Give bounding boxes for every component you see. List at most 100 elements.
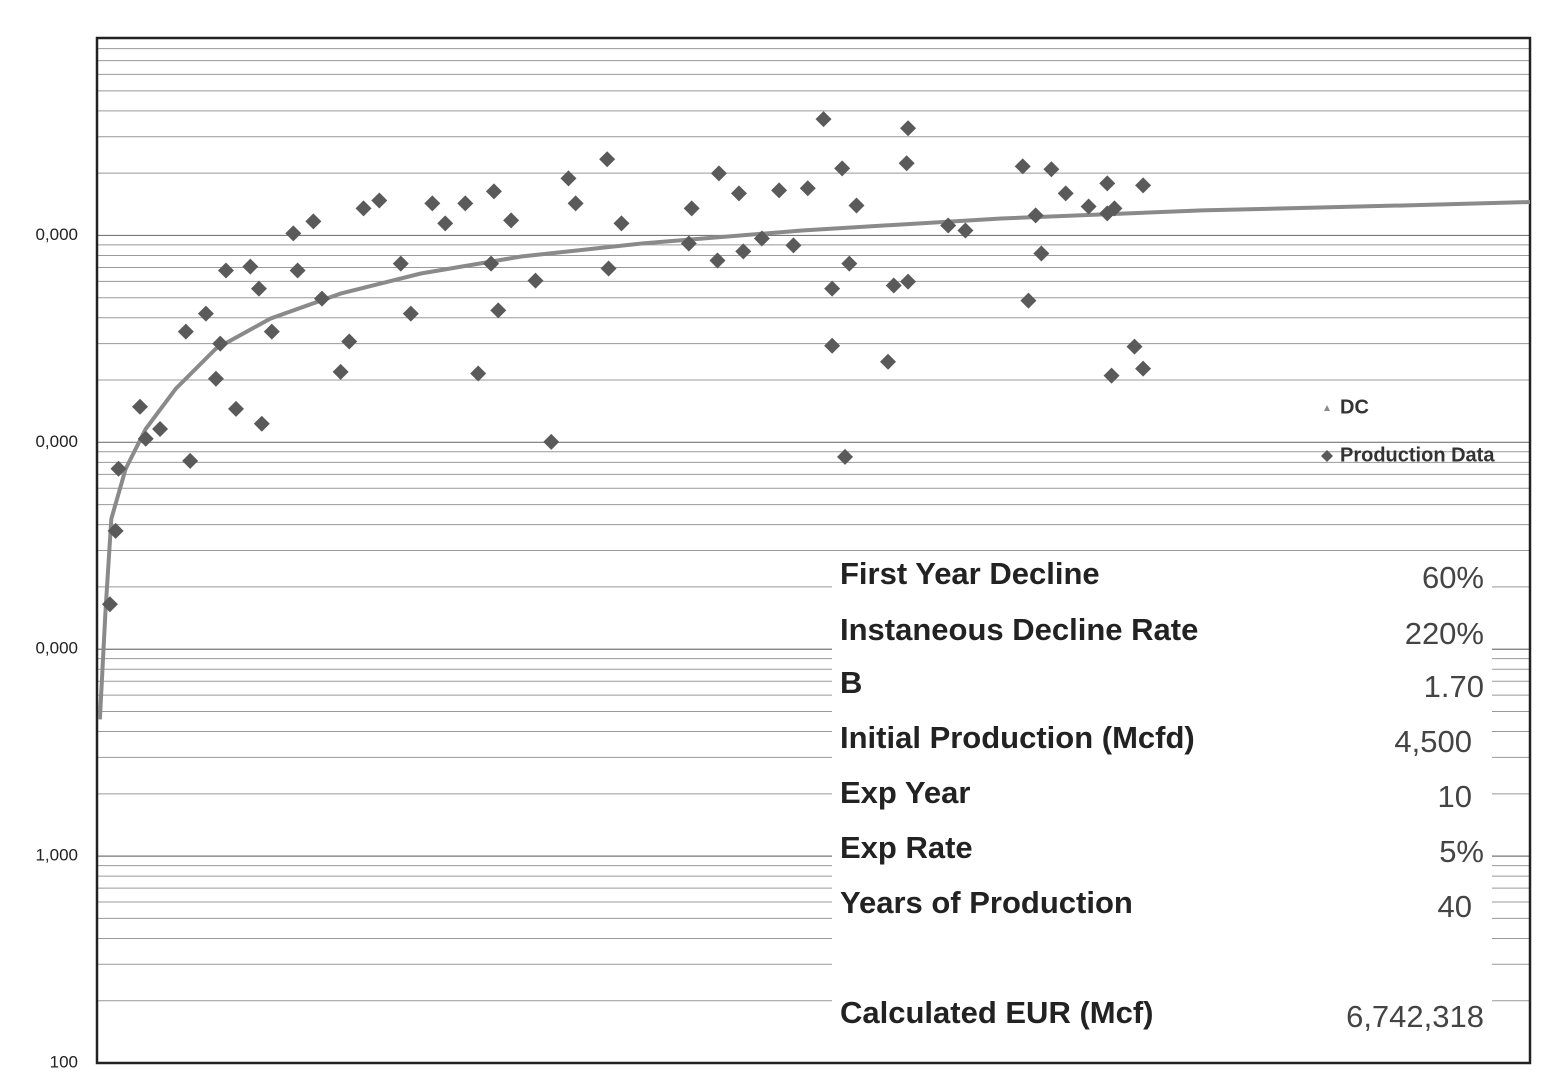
data-point [735,243,752,260]
data-point [880,353,897,370]
data-point [898,155,915,172]
data-point [253,415,270,432]
legend-swatch [1324,405,1330,411]
data-point [1135,360,1152,377]
data-point [197,305,214,322]
data-point [824,280,841,297]
data-point [753,230,770,247]
data-point [424,195,441,212]
table-value: 6,742,318 [1346,999,1484,1034]
data-point [470,365,487,382]
data-point [1135,177,1152,194]
overlay: DC Production Data First Year Decline 60% In… [832,396,1495,1045]
data-point [182,452,199,469]
data-point [212,335,229,352]
legend-label: DC [1340,396,1369,418]
table-value: 40 [1438,889,1472,924]
data-point [567,195,584,212]
table-value: 10 [1438,779,1472,814]
y-tick-label: 1,000 [35,846,78,865]
data-point [313,290,330,307]
data-point [1099,175,1116,192]
data-point [730,185,747,202]
data-point [263,323,280,340]
y-tick-label: 0,000 [35,432,78,451]
data-point [824,337,841,354]
data-point [371,192,388,209]
data-point [834,160,851,177]
data-point [137,430,154,447]
data-point [250,280,267,297]
data-point [1080,198,1097,215]
data-point [785,237,802,254]
data-point [680,235,697,252]
data-point [285,225,302,242]
data-point [152,420,169,437]
data-point [242,258,259,275]
data-point [837,448,854,465]
data-point [710,165,727,182]
table-value: 1.70 [1424,669,1484,704]
data-point [1014,158,1031,175]
table-value: 5% [1439,834,1484,869]
data-point [900,273,917,290]
data-point [457,195,474,212]
data-point [885,277,902,294]
data-point [332,363,349,380]
data-point [228,400,245,417]
y-tick-label: 100 [50,1052,78,1071]
data-point [1027,207,1044,224]
data-point [599,151,616,168]
data-point [709,252,726,269]
data-point [799,180,816,197]
data-point [305,213,322,230]
data-point [101,596,118,613]
data-point [1033,245,1050,262]
table-value: 4,500 [1394,724,1472,759]
data-point [560,170,577,187]
data-point [107,522,124,539]
table-label: First Year Decline [840,556,1100,591]
data-point [503,212,520,229]
table-label: Initial Production (Mcfd) [840,720,1195,755]
table-value: 220% [1405,616,1484,651]
data-point [1103,367,1120,384]
data-point [940,217,957,234]
data-point [957,222,974,239]
data-point [683,200,700,217]
data-point [437,215,454,232]
marks [97,111,1531,720]
data-point [900,120,917,137]
data-point [1020,292,1037,309]
table-label: Instaneous Decline Rate [840,612,1198,647]
data-point [110,460,127,477]
data-point [613,215,630,232]
data-point [131,398,148,415]
table-label: Calculated EUR (Mcf) [840,995,1153,1030]
data-point [490,302,507,319]
data-point [485,183,502,200]
plot-frame [95,36,1532,1065]
table-label: Exp Year [840,775,970,810]
data-point [392,255,409,272]
dc-line [97,200,1531,720]
data-point [289,262,306,279]
y-tick-label: 0,000 [35,639,78,658]
data-point [771,182,788,199]
data-point [483,255,500,272]
data-point [177,323,194,340]
data-point [1099,205,1116,222]
table-label: B [840,665,862,700]
data-point [543,433,560,450]
table-bg [832,555,1492,1045]
data-point [402,305,419,322]
data-point [207,370,224,387]
data-point [1126,338,1143,355]
data-point [217,262,234,279]
data-point [527,272,544,289]
data-point [1057,185,1074,202]
y-tick-label: 0,000 [35,225,78,244]
table-label: Years of Production [840,885,1133,920]
data-point [841,255,858,272]
